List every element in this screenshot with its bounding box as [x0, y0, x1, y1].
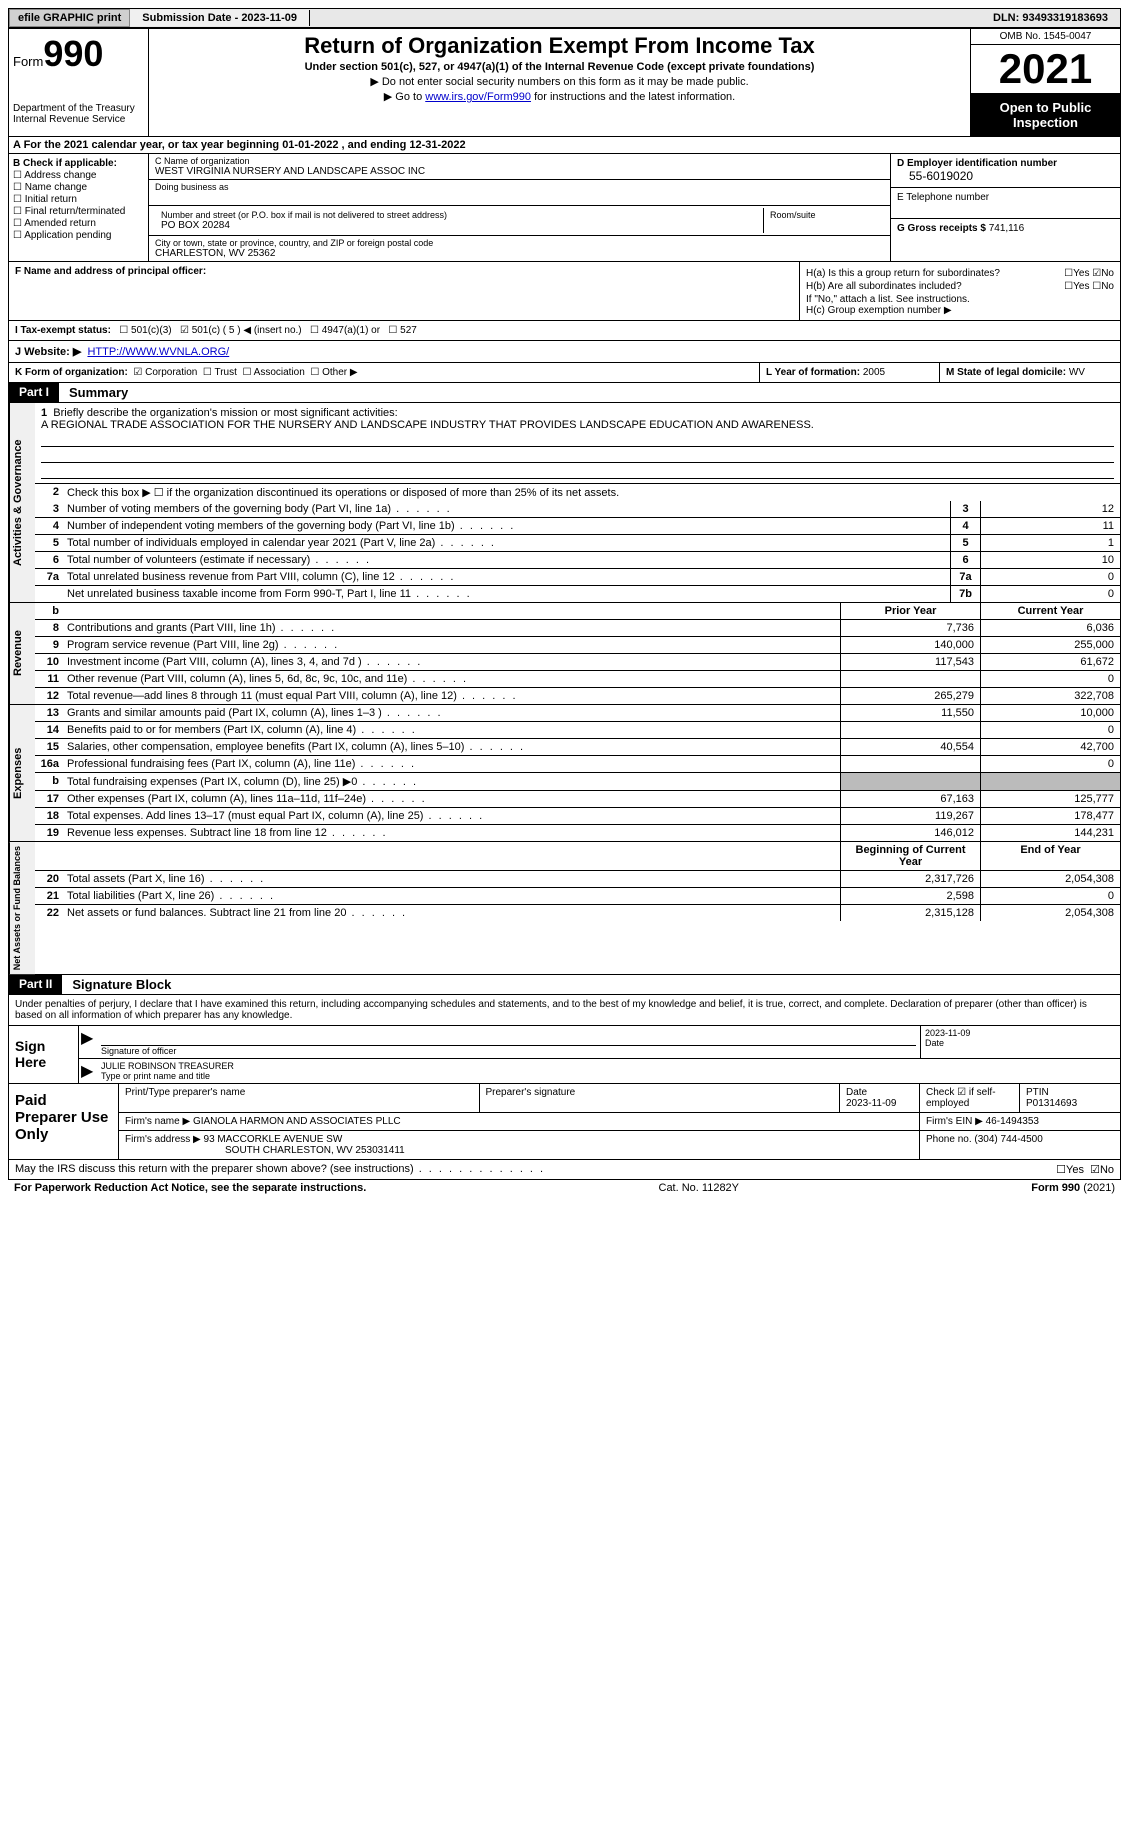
discuss-row: May the IRS discuss this return with the… — [8, 1160, 1121, 1180]
row-h-group: H(a) Is this a group return for subordin… — [800, 262, 1120, 320]
arrow-icon: ▶ — [79, 1059, 97, 1083]
arrow-icon: ▶ — [79, 1026, 97, 1058]
row-k-form-org: K Form of organization: ☑ Corporation ☐ … — [8, 363, 1121, 383]
line-9: 9 Program service revenue (Part VIII, li… — [35, 637, 1120, 654]
submission-date: Submission Date - 2023-11-09 — [130, 10, 310, 26]
row-a-calendar: A For the 2021 calendar year, or tax yea… — [8, 137, 1121, 154]
dept-label: Department of the Treasury Internal Reve… — [13, 103, 144, 125]
line-5: 5 Total number of individuals employed i… — [35, 535, 1120, 552]
line-4: 4 Number of independent voting members o… — [35, 518, 1120, 535]
sign-date: 2023-11-09 — [925, 1028, 1116, 1038]
org-city: CHARLESTON, WV 25362 — [155, 248, 884, 259]
line-14: 14 Benefits paid to or for members (Part… — [35, 722, 1120, 739]
hdr-end-year: End of Year — [980, 842, 1120, 870]
chk-address-change[interactable]: ☐ Address change — [13, 170, 144, 181]
dln: DLN: 93493319183693 — [981, 10, 1120, 26]
ptin-value: P01314693 — [1026, 1098, 1114, 1109]
line-3: 3 Number of voting members of the govern… — [35, 501, 1120, 518]
vtab-expenses: Expenses — [9, 705, 35, 841]
form-number: Form990 — [13, 33, 144, 75]
org-name: WEST VIRGINIA NURSERY AND LANDSCAPE ASSO… — [155, 166, 884, 177]
line-10: 10 Investment income (Part VIII, column … — [35, 654, 1120, 671]
signature-declaration: Under penalties of perjury, I declare th… — [8, 995, 1121, 1026]
efile-print-button[interactable]: efile GRAPHIC print — [9, 9, 130, 27]
line-16a: 16a Professional fundraising fees (Part … — [35, 756, 1120, 773]
line-20: 20 Total assets (Part X, line 16) 2,317,… — [35, 871, 1120, 888]
vtab-revenue: Revenue — [9, 603, 35, 704]
sign-here-block: Sign Here ▶ Signature of officer 2023-11… — [8, 1026, 1121, 1084]
gross-receipts: 741,116 — [989, 223, 1024, 234]
website-link[interactable]: HTTP://WWW.WVNLA.ORG/ — [87, 346, 229, 358]
officer-name: JULIE ROBINSON TREASURER — [101, 1061, 234, 1071]
part2-header: Part II Signature Block — [8, 975, 1121, 995]
firm-ein: 46-1494353 — [986, 1116, 1039, 1127]
line-1-mission: 1 Briefly describe the organization's mi… — [35, 403, 1120, 484]
line-11: 11 Other revenue (Part VIII, column (A),… — [35, 671, 1120, 688]
chk-final-return[interactable]: ☐ Final return/terminated — [13, 206, 144, 217]
form-header: Form990 Department of the Treasury Inter… — [8, 28, 1121, 137]
line-17: 17 Other expenses (Part IX, column (A), … — [35, 791, 1120, 808]
firm-phone: (304) 744-4500 — [974, 1134, 1042, 1145]
row-f-officer: F Name and address of principal officer: — [9, 262, 800, 320]
line-12: 12 Total revenue—add lines 8 through 11 … — [35, 688, 1120, 704]
hdr-prior-year: Prior Year — [840, 603, 980, 619]
col-c-org-info: C Name of organization WEST VIRGINIA NUR… — [149, 154, 890, 261]
line-13: 13 Grants and similar amounts paid (Part… — [35, 705, 1120, 722]
note-ssn: ▶ Do not enter social security numbers o… — [157, 75, 962, 88]
line-19: 19 Revenue less expenses. Subtract line … — [35, 825, 1120, 841]
firm-addr1: 93 MACCORKLE AVENUE SW — [204, 1134, 343, 1145]
tax-year: 2021 — [971, 45, 1120, 94]
vtab-net-assets: Net Assets or Fund Balances — [9, 842, 35, 974]
org-address: PO BOX 20284 — [161, 220, 757, 231]
firm-name: GIANOLA HARMON AND ASSOCIATES PLLC — [193, 1116, 401, 1127]
line-7a: 7a Total unrelated business revenue from… — [35, 569, 1120, 586]
form-title: Return of Organization Exempt From Incom… — [157, 33, 962, 59]
ein-value: 55-6019020 — [897, 169, 1114, 183]
paid-preparer-block: Paid Preparer Use Only Print/Type prepar… — [8, 1084, 1121, 1160]
omb-number: OMB No. 1545-0047 — [971, 29, 1120, 45]
chk-initial-return[interactable]: ☐ Initial return — [13, 194, 144, 205]
open-to-public: Open to Public Inspection — [971, 94, 1120, 136]
irs-link[interactable]: www.irs.gov/Form990 — [425, 91, 531, 103]
line-6: 6 Total number of volunteers (estimate i… — [35, 552, 1120, 569]
chk-name-change[interactable]: ☐ Name change — [13, 182, 144, 193]
line-8: 8 Contributions and grants (Part VIII, l… — [35, 620, 1120, 637]
line-22: 22 Net assets or fund balances. Subtract… — [35, 905, 1120, 921]
line-15: 15 Salaries, other compensation, employe… — [35, 739, 1120, 756]
page-footer: For Paperwork Reduction Act Notice, see … — [8, 1180, 1121, 1196]
firm-addr2: SOUTH CHARLESTON, WV 253031411 — [225, 1145, 405, 1156]
form-subtitle: Under section 501(c), 527, or 4947(a)(1)… — [157, 61, 962, 73]
col-b-checkboxes: B Check if applicable: ☐ Address change … — [9, 154, 149, 261]
top-bar: efile GRAPHIC print Submission Date - 20… — [8, 8, 1121, 28]
line-2: Check this box ▶ ☐ if the organization d… — [63, 484, 1120, 501]
vtab-activities: Activities & Governance — [9, 403, 35, 602]
row-i-tax-status: I Tax-exempt status: ☐ 501(c)(3) ☑ 501(c… — [8, 321, 1121, 341]
col-d-ein: D Employer identification number 55-6019… — [890, 154, 1120, 261]
line-18: 18 Total expenses. Add lines 13–17 (must… — [35, 808, 1120, 825]
line-7b: Net unrelated business taxable income fr… — [35, 586, 1120, 602]
chk-amended[interactable]: ☐ Amended return — [13, 218, 144, 229]
line-b: b Total fundraising expenses (Part IX, c… — [35, 773, 1120, 791]
hdr-current-year: Current Year — [980, 603, 1120, 619]
row-j-website: J Website: ▶ HTTP://WWW.WVNLA.ORG/ — [8, 341, 1121, 363]
note-link: ▶ Go to www.irs.gov/Form990 for instruct… — [157, 90, 962, 103]
chk-pending[interactable]: ☐ Application pending — [13, 230, 144, 241]
line-21: 21 Total liabilities (Part X, line 26) 2… — [35, 888, 1120, 905]
part1-header: Part I Summary — [8, 383, 1121, 403]
hdr-begin-year: Beginning of Current Year — [840, 842, 980, 870]
